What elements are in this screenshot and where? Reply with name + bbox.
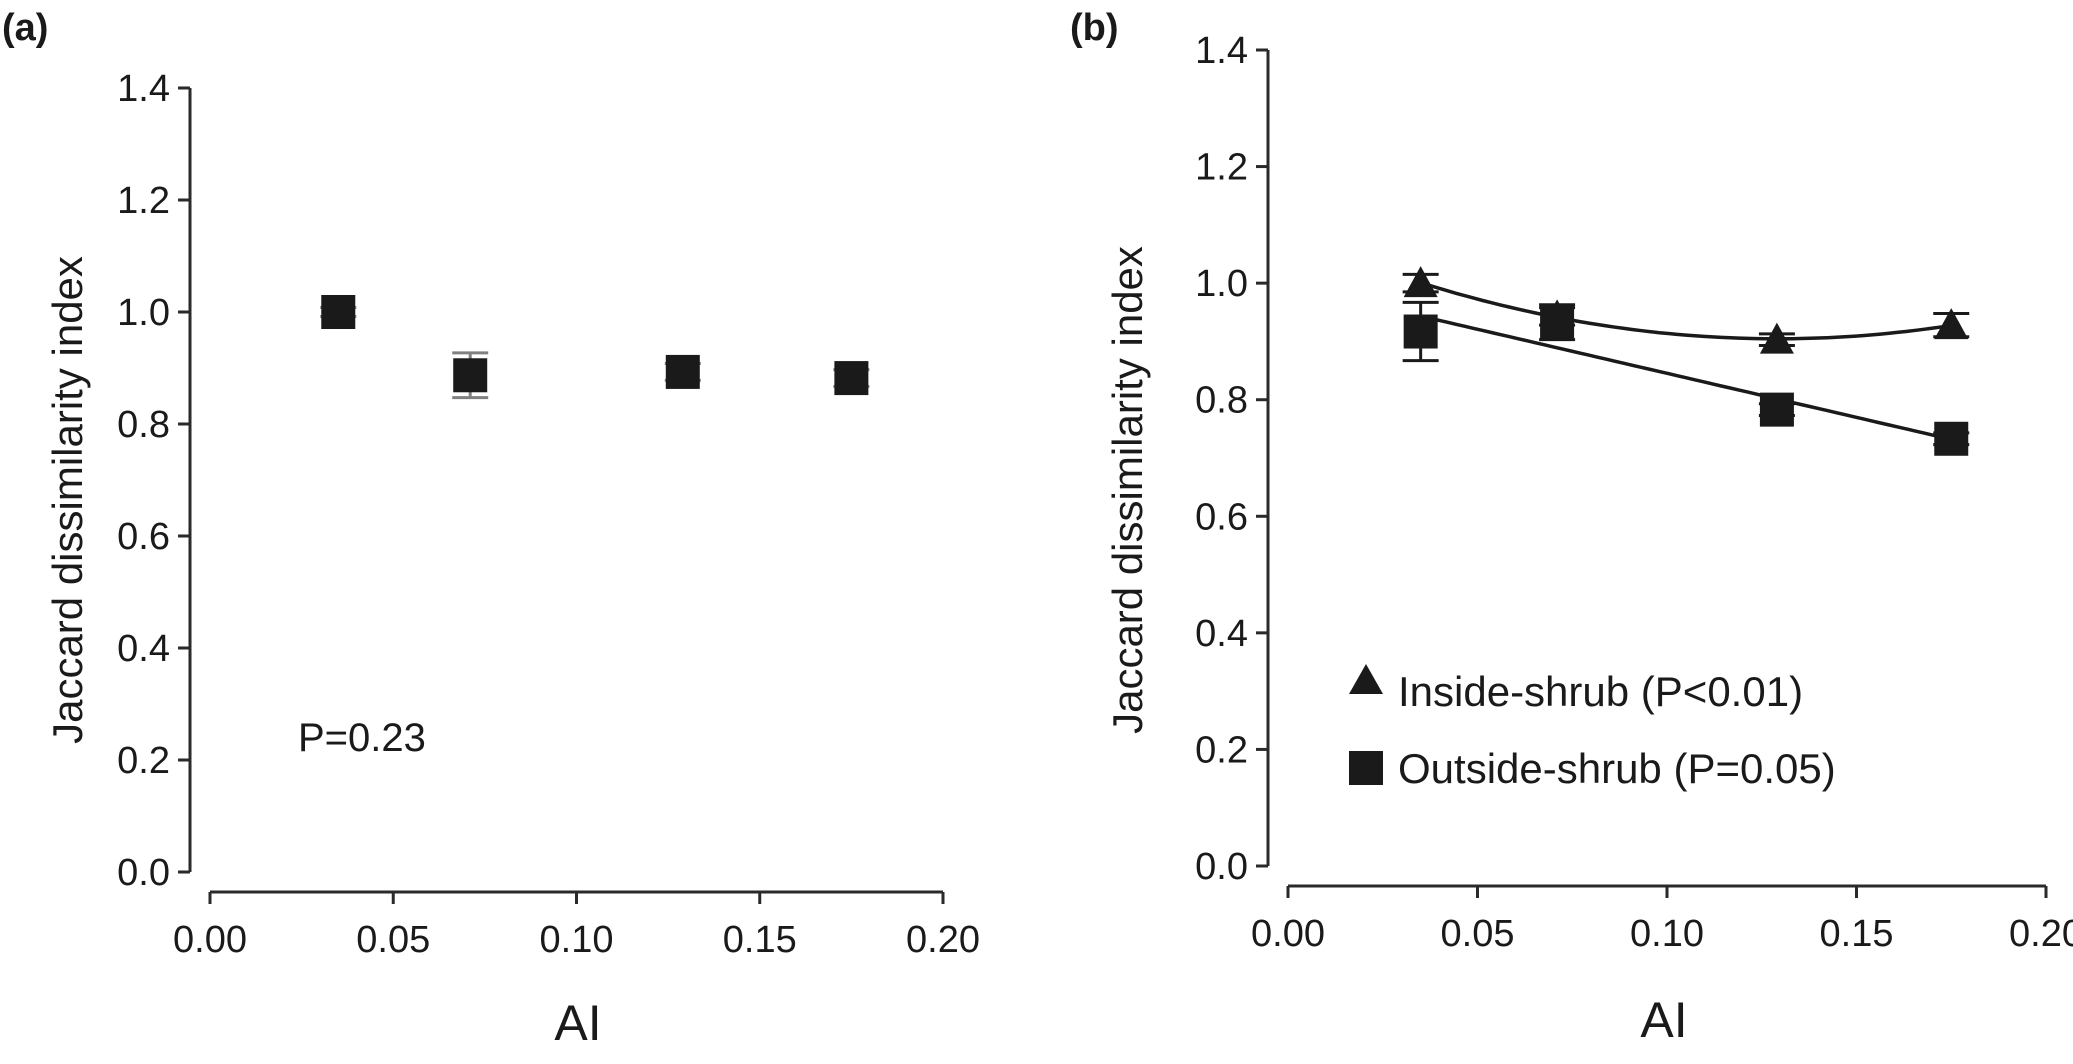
panel-a-x-axis-label: AI <box>554 995 601 1051</box>
panel-b-series-1-square-point <box>1540 305 1575 340</box>
panel-a-y-tick-label: 0.4 <box>117 628 170 670</box>
panel-b-x-tick-label: 0.05 <box>1441 913 1515 955</box>
panel-b-x-tick-label: 0.00 <box>1251 913 1325 955</box>
panel-b-y-tick-label: 1.0 <box>1195 263 1248 305</box>
panel-b: (b) Jaccard dissimilarity index AI Insid… <box>1070 7 2073 1048</box>
legend-inside-shrub-label: Inside-shrub (P<0.01) <box>1398 668 1803 715</box>
panel-a-y-tick-label: 1.0 <box>117 292 170 334</box>
panel-a-y-tick-label: 0.2 <box>117 740 170 782</box>
panel-a: (a) Jaccard dissimilarity index AI P=0.2… <box>2 7 980 1051</box>
panel-b-x-tick-label: 0.10 <box>1630 913 1704 955</box>
panel-a-x-tick-label: 0.10 <box>540 919 614 961</box>
panel-b-series-0-fit-line <box>1420 281 1952 341</box>
panel-b-legend: Inside-shrub (P<0.01) Outside-shrub (P=0… <box>1349 664 1836 792</box>
panel-a-series-0-square-point <box>665 354 700 389</box>
panel-a-y-tick-label: 0.0 <box>117 852 170 894</box>
panel-b-series-1-square-point <box>1403 314 1438 349</box>
panel-b-x-tick-label: 0.15 <box>1820 913 1894 955</box>
panel-a-x-tick-label: 0.20 <box>906 919 980 961</box>
panel-a-x-tick-label: 0.00 <box>173 919 247 961</box>
panel-b-x-tick-label: 0.20 <box>2009 913 2073 955</box>
panel-a-y-tick-label: 0.8 <box>117 404 170 446</box>
panel-a-x-tick-label: 0.15 <box>723 919 797 961</box>
panel-a-series-0-square-point <box>453 358 488 393</box>
legend-triangle-marker <box>1349 664 1383 694</box>
panel-b-series-0-triangle-point <box>1403 266 1438 298</box>
panel-a-p-value-annotation: P=0.23 <box>298 716 426 760</box>
panel-b-series-0-triangle-point <box>1934 308 1969 340</box>
panel-b-series-1-square-point <box>1759 392 1794 427</box>
panel-b-label: (b) <box>1070 7 1119 49</box>
panel-b-y-tick-label: 1.2 <box>1195 147 1248 189</box>
panel-a-y-tick-label: 1.2 <box>117 180 170 222</box>
panel-b-y-tick-label: 0.8 <box>1195 380 1248 422</box>
panel-a-y-tick-label: 0.6 <box>117 516 170 558</box>
panel-b-series-1-fit-line <box>1420 314 1952 442</box>
panel-b-y-tick-label: 1.4 <box>1195 30 1248 72</box>
panel-b-y-tick-label: 0.6 <box>1195 496 1248 538</box>
panel-b-y-tick-label: 0.4 <box>1195 613 1248 655</box>
panel-a-y-tick-label: 1.4 <box>117 68 170 110</box>
legend-square-marker <box>1349 751 1383 785</box>
panel-b-y-axis-label: Jaccard dissimilarity index <box>1104 246 1151 734</box>
panel-a-series-0-square-point <box>834 361 869 396</box>
panel-b-x-axis-label: AI <box>1640 992 1687 1048</box>
panel-b-series-0-triangle-point <box>1759 322 1794 354</box>
legend-outside-shrub-label: Outside-shrub (P=0.05) <box>1398 745 1836 792</box>
panel-b-y-tick-label: 0.2 <box>1195 729 1248 771</box>
panel-a-series-0-square-point <box>321 295 356 329</box>
panel-b-y-tick-label: 0.0 <box>1195 846 1248 888</box>
panel-a-x-tick-label: 0.05 <box>356 919 430 961</box>
panel-b-series-1-square-point <box>1934 421 1969 456</box>
panel-a-label: (a) <box>2 7 48 49</box>
panel-a-y-axis-label: Jaccard dissimilarity index <box>44 256 91 744</box>
